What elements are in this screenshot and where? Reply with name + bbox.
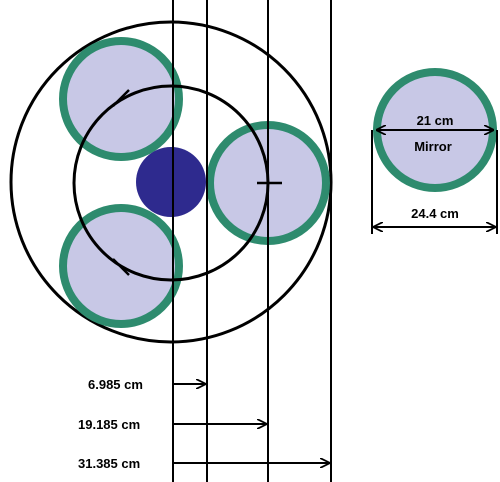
- dimension-label-1: 6.985 cm: [88, 377, 143, 392]
- mirror-outer-diameter-label: 24.4 cm: [411, 206, 459, 221]
- dimension-label-2: 19.185 cm: [78, 417, 140, 432]
- center-disc: [136, 147, 206, 217]
- mirror-name-label: Mirror: [414, 139, 452, 154]
- tick-mark-bottom: [112, 258, 130, 276]
- tick-mark-top: [112, 89, 130, 107]
- mirror-inner-diameter-label: 21 cm: [417, 113, 454, 128]
- dimension-label-3: 31.385 cm: [78, 456, 140, 471]
